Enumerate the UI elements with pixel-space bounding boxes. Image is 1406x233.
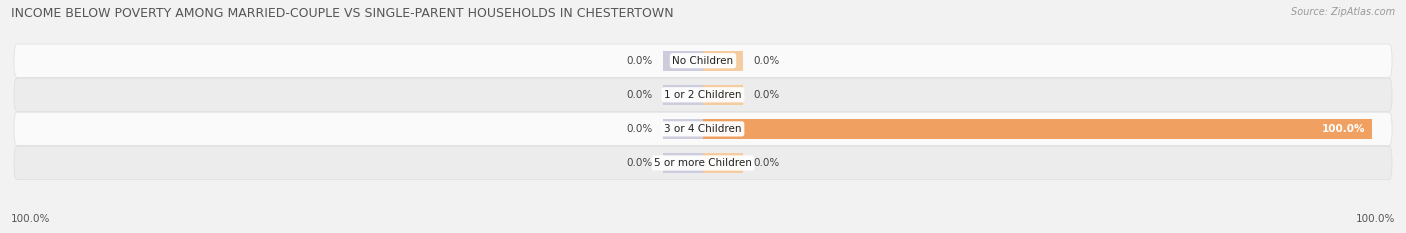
Text: 100.0%: 100.0% bbox=[1355, 214, 1395, 224]
Text: 0.0%: 0.0% bbox=[627, 124, 652, 134]
Text: No Children: No Children bbox=[672, 56, 734, 66]
Text: 0.0%: 0.0% bbox=[627, 158, 652, 168]
FancyBboxPatch shape bbox=[14, 44, 1392, 77]
FancyBboxPatch shape bbox=[14, 78, 1392, 112]
Text: 5 or more Children: 5 or more Children bbox=[654, 158, 752, 168]
Bar bbox=[662, 85, 703, 105]
Text: 0.0%: 0.0% bbox=[627, 56, 652, 66]
FancyBboxPatch shape bbox=[14, 146, 1392, 180]
Bar bbox=[703, 51, 744, 71]
Text: 1 or 2 Children: 1 or 2 Children bbox=[664, 90, 742, 100]
Bar bbox=[703, 85, 744, 105]
Text: 100.0%: 100.0% bbox=[11, 214, 51, 224]
Bar bbox=[703, 119, 1372, 139]
Bar bbox=[662, 119, 703, 139]
Bar bbox=[662, 51, 703, 71]
FancyBboxPatch shape bbox=[14, 112, 1392, 146]
Text: Source: ZipAtlas.com: Source: ZipAtlas.com bbox=[1291, 7, 1395, 17]
Text: 0.0%: 0.0% bbox=[754, 90, 779, 100]
Bar bbox=[662, 153, 703, 173]
Text: INCOME BELOW POVERTY AMONG MARRIED-COUPLE VS SINGLE-PARENT HOUSEHOLDS IN CHESTER: INCOME BELOW POVERTY AMONG MARRIED-COUPL… bbox=[11, 7, 673, 20]
Text: 100.0%: 100.0% bbox=[1322, 124, 1365, 134]
Bar bbox=[703, 153, 744, 173]
Text: 3 or 4 Children: 3 or 4 Children bbox=[664, 124, 742, 134]
Text: 0.0%: 0.0% bbox=[754, 158, 779, 168]
Text: 0.0%: 0.0% bbox=[627, 90, 652, 100]
Text: 0.0%: 0.0% bbox=[754, 56, 779, 66]
